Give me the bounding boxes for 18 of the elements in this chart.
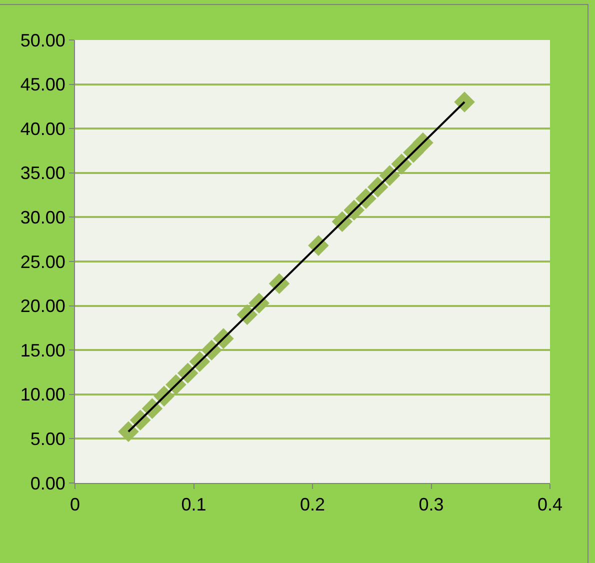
point: [118, 421, 139, 442]
y-tick-label: 35.00: [20, 163, 66, 184]
x-tick-label: 0.2: [300, 494, 326, 515]
x-tick-label: 0.1: [181, 494, 206, 515]
x-tick-label: 0: [70, 494, 80, 515]
point: [454, 92, 475, 112]
y-tick-label: 0.00: [30, 473, 66, 494]
x-tick-label: 0.4: [537, 494, 563, 515]
y-tick-label: 15.00: [20, 340, 66, 360]
y-tick-label: 10.00: [20, 384, 66, 405]
y-tick-label: 45.00: [20, 74, 66, 95]
y-tick-label: 5.00: [30, 429, 66, 449]
y-tick-label: 50.00: [20, 30, 66, 50]
y-tick-label: 40.00: [20, 118, 66, 139]
x-tick-label: 0.3: [418, 494, 444, 515]
y-tick-label: 20.00: [20, 296, 66, 316]
y-tick-label: 30.00: [20, 208, 66, 228]
y-tick-label: 25.00: [20, 252, 66, 272]
